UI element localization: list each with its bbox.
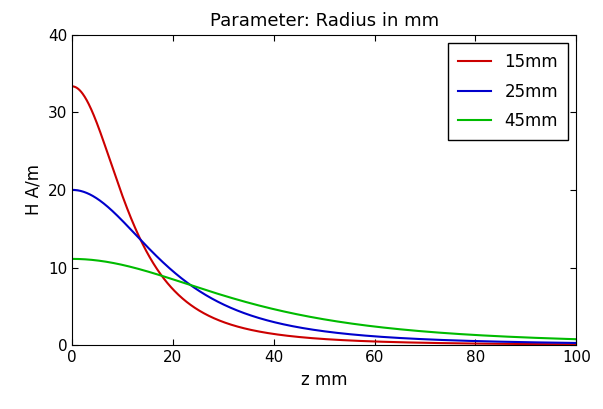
25mm xyxy=(573,341,580,346)
15mm xyxy=(273,332,280,337)
15mm xyxy=(69,84,76,89)
15mm xyxy=(415,340,422,345)
45mm xyxy=(415,328,422,333)
Y-axis label: H A/m: H A/m xyxy=(24,164,42,216)
25mm xyxy=(273,320,280,325)
45mm xyxy=(462,332,469,337)
15mm xyxy=(471,341,478,346)
Legend: 15mm, 25mm, 45mm: 15mm, 25mm, 45mm xyxy=(447,43,568,140)
Line: 15mm: 15mm xyxy=(72,86,576,344)
25mm xyxy=(120,220,127,225)
15mm xyxy=(462,341,469,346)
45mm xyxy=(573,337,580,342)
15mm xyxy=(573,342,580,347)
25mm xyxy=(462,338,469,343)
25mm xyxy=(415,337,422,342)
45mm xyxy=(291,311,298,316)
15mm xyxy=(291,334,298,339)
X-axis label: z mm: z mm xyxy=(301,371,347,389)
25mm xyxy=(291,324,298,329)
45mm xyxy=(120,263,127,267)
25mm xyxy=(69,187,76,192)
Title: Parameter: Radius in mm: Parameter: Radius in mm xyxy=(210,12,439,30)
45mm xyxy=(69,256,76,261)
25mm xyxy=(471,339,478,344)
15mm xyxy=(120,196,127,201)
Line: 25mm: 25mm xyxy=(72,190,576,343)
45mm xyxy=(273,307,280,312)
45mm xyxy=(471,333,478,337)
Line: 45mm: 45mm xyxy=(72,259,576,339)
